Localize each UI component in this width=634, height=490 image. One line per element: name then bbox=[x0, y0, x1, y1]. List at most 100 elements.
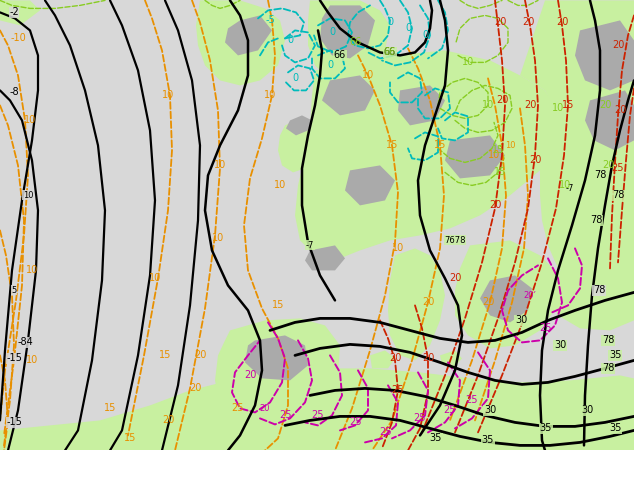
Text: 20: 20 bbox=[244, 370, 256, 380]
Text: 0: 0 bbox=[292, 74, 298, 83]
Polygon shape bbox=[370, 350, 395, 368]
Text: 0: 0 bbox=[327, 60, 333, 71]
Text: 10: 10 bbox=[162, 90, 174, 100]
Text: 10: 10 bbox=[488, 150, 500, 160]
Text: 25: 25 bbox=[539, 323, 551, 333]
Text: 35: 35 bbox=[609, 350, 621, 361]
Text: 35: 35 bbox=[540, 423, 552, 433]
Polygon shape bbox=[345, 166, 395, 205]
Text: 20: 20 bbox=[189, 383, 201, 393]
Text: 15: 15 bbox=[158, 350, 171, 361]
Text: 25: 25 bbox=[392, 386, 404, 395]
Text: 15: 15 bbox=[562, 100, 574, 110]
Text: 10: 10 bbox=[552, 103, 564, 113]
Text: -15: -15 bbox=[6, 417, 22, 427]
Text: ©weatheronline.co.uk: ©weatheronline.co.uk bbox=[456, 476, 581, 486]
Text: -7: -7 bbox=[566, 184, 574, 193]
Text: 20: 20 bbox=[524, 100, 536, 110]
Text: 10: 10 bbox=[362, 71, 374, 80]
Text: 20: 20 bbox=[482, 297, 494, 307]
Text: Tu 04-06-2024 12:00 UTC (12+192): Tu 04-06-2024 12:00 UTC (12+192) bbox=[358, 452, 581, 465]
Text: 10: 10 bbox=[212, 233, 224, 244]
Polygon shape bbox=[305, 245, 345, 270]
Text: 15: 15 bbox=[104, 403, 116, 414]
Text: 10: 10 bbox=[26, 355, 38, 366]
Text: 20: 20 bbox=[614, 105, 626, 116]
Polygon shape bbox=[548, 255, 634, 330]
Polygon shape bbox=[388, 248, 445, 361]
Text: -2: -2 bbox=[9, 7, 19, 18]
Polygon shape bbox=[322, 75, 375, 116]
Text: 25: 25 bbox=[378, 427, 391, 438]
Text: 20: 20 bbox=[612, 40, 624, 50]
Text: 10: 10 bbox=[149, 273, 161, 283]
Text: 20: 20 bbox=[422, 297, 434, 307]
Polygon shape bbox=[225, 15, 272, 55]
Polygon shape bbox=[398, 85, 445, 125]
Polygon shape bbox=[0, 0, 40, 25]
Text: 15: 15 bbox=[386, 141, 398, 150]
Text: 0: 0 bbox=[387, 18, 393, 27]
Text: 10: 10 bbox=[505, 141, 515, 150]
Text: -8: -8 bbox=[9, 87, 19, 98]
Text: 25: 25 bbox=[312, 411, 324, 420]
Text: 30: 30 bbox=[554, 341, 566, 350]
Text: 15: 15 bbox=[124, 433, 136, 443]
Text: 78: 78 bbox=[602, 335, 614, 345]
Text: 20: 20 bbox=[494, 18, 506, 27]
Text: 20: 20 bbox=[194, 350, 206, 361]
Text: 10: 10 bbox=[392, 244, 404, 253]
Text: 30: 30 bbox=[515, 316, 527, 325]
Text: 66: 66 bbox=[384, 48, 396, 57]
Text: 25: 25 bbox=[279, 411, 291, 420]
Text: 35: 35 bbox=[609, 423, 621, 433]
Text: -84: -84 bbox=[17, 338, 33, 347]
Polygon shape bbox=[480, 275, 532, 322]
Text: 10: 10 bbox=[24, 116, 36, 125]
Text: 78: 78 bbox=[612, 191, 624, 200]
Polygon shape bbox=[286, 116, 312, 135]
Text: 20: 20 bbox=[162, 416, 174, 425]
Polygon shape bbox=[575, 21, 634, 90]
Text: 0: 0 bbox=[329, 27, 335, 37]
Text: 10: 10 bbox=[23, 191, 33, 200]
Polygon shape bbox=[278, 119, 320, 172]
Text: -10: -10 bbox=[10, 33, 26, 44]
Text: 15: 15 bbox=[434, 141, 446, 150]
Text: 10: 10 bbox=[26, 266, 38, 275]
Text: 78: 78 bbox=[594, 171, 606, 180]
Text: 25: 25 bbox=[466, 395, 478, 405]
Text: 25: 25 bbox=[444, 405, 456, 416]
Text: 0: 0 bbox=[422, 30, 428, 40]
Text: -15: -15 bbox=[6, 353, 22, 364]
Text: 10: 10 bbox=[274, 180, 286, 191]
Text: 20: 20 bbox=[522, 18, 534, 27]
Text: 35: 35 bbox=[430, 433, 442, 443]
Text: 20’: 20’ bbox=[524, 291, 536, 300]
Text: 20: 20 bbox=[602, 160, 614, 171]
Text: 20: 20 bbox=[489, 200, 501, 210]
Text: 78: 78 bbox=[593, 285, 605, 295]
Text: Height/Temp. 925 hPa [gdpm] ECMWF: Height/Temp. 925 hPa [gdpm] ECMWF bbox=[5, 457, 243, 469]
Text: 20: 20 bbox=[389, 353, 401, 364]
Polygon shape bbox=[520, 0, 634, 291]
Text: 10: 10 bbox=[559, 180, 571, 191]
Text: 0: 0 bbox=[287, 35, 293, 46]
Text: 78: 78 bbox=[590, 216, 602, 225]
Text: 10: 10 bbox=[264, 90, 276, 100]
Polygon shape bbox=[320, 5, 375, 58]
Text: 66: 66 bbox=[349, 37, 361, 48]
Text: 15: 15 bbox=[272, 300, 284, 310]
Polygon shape bbox=[196, 0, 285, 85]
Polygon shape bbox=[215, 318, 340, 425]
Text: 20: 20 bbox=[422, 353, 434, 364]
Text: 5: 5 bbox=[11, 286, 16, 295]
Polygon shape bbox=[0, 368, 634, 450]
Polygon shape bbox=[440, 350, 462, 367]
Text: 20: 20 bbox=[598, 100, 611, 110]
Text: 15: 15 bbox=[494, 168, 506, 177]
Text: 20: 20 bbox=[496, 96, 508, 105]
Polygon shape bbox=[585, 90, 634, 150]
Polygon shape bbox=[445, 135, 505, 178]
Text: 20: 20 bbox=[556, 18, 568, 27]
